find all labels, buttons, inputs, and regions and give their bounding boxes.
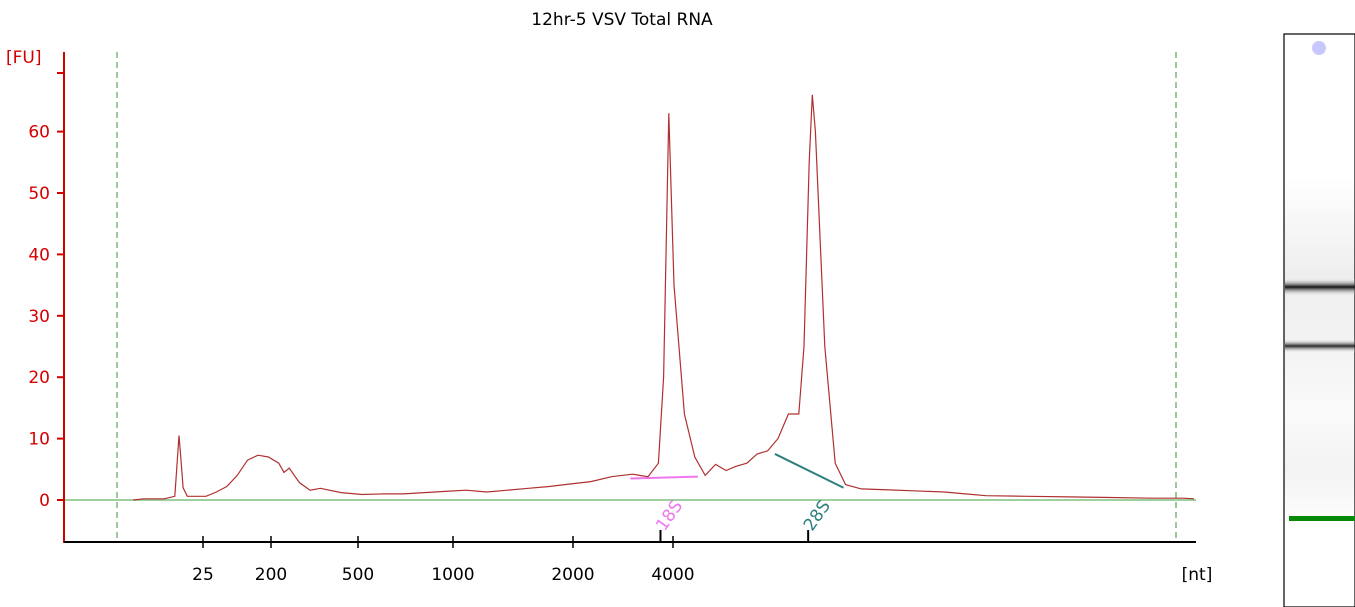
x-axis-label: [nt] xyxy=(1182,565,1213,585)
series-trace xyxy=(133,94,1195,501)
peak-label-18S: 18S xyxy=(652,497,687,535)
gel-band-28s xyxy=(1285,278,1355,296)
y-tick-label: 40 xyxy=(28,245,50,265)
gel-well-spot-icon xyxy=(1312,41,1326,55)
y-tick-label: 30 xyxy=(28,307,50,327)
x-tick-label: 500 xyxy=(342,565,374,585)
x-tick-label: 4000 xyxy=(651,565,694,585)
x-tick-label: 2000 xyxy=(551,565,594,585)
y-tick-label: 10 xyxy=(28,430,50,450)
gel-lane-frame xyxy=(1283,33,1355,607)
peak-baseline-18S xyxy=(630,475,698,480)
peak-annotations: 18S 28S xyxy=(630,453,844,542)
x-tick-label: 25 xyxy=(192,565,214,585)
x-tick-label: 1000 xyxy=(431,565,474,585)
y-tick-label: 60 xyxy=(28,123,50,143)
x-axis-ticks: 25 200 500 1000 2000 4000 xyxy=(192,536,695,585)
marker-guides xyxy=(116,52,1177,542)
y-tick-label: 0 xyxy=(39,491,50,511)
y-tick-label: 50 xyxy=(28,184,50,204)
gel-lane xyxy=(1283,33,1355,607)
gel-band-18s xyxy=(1285,339,1355,353)
y-axis-label: [FU] xyxy=(6,48,42,68)
x-tick-label: 200 xyxy=(255,565,287,585)
y-tick-label: 20 xyxy=(28,368,50,388)
gel-marker-band xyxy=(1289,516,1355,521)
peak-baseline-28S xyxy=(774,453,844,489)
peak-label-28S: 28S xyxy=(800,497,835,535)
y-axis-ticks: 0 10 20 30 40 50 60 xyxy=(28,72,64,511)
chart-title: 12hr-5 VSV Total RNA xyxy=(531,10,713,30)
